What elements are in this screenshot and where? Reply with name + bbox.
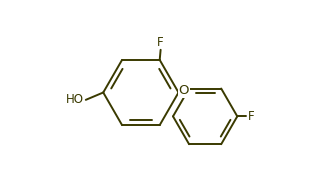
Text: F: F — [248, 110, 254, 123]
Text: O: O — [179, 84, 189, 97]
Text: F: F — [157, 36, 164, 49]
Text: HO: HO — [66, 93, 84, 106]
